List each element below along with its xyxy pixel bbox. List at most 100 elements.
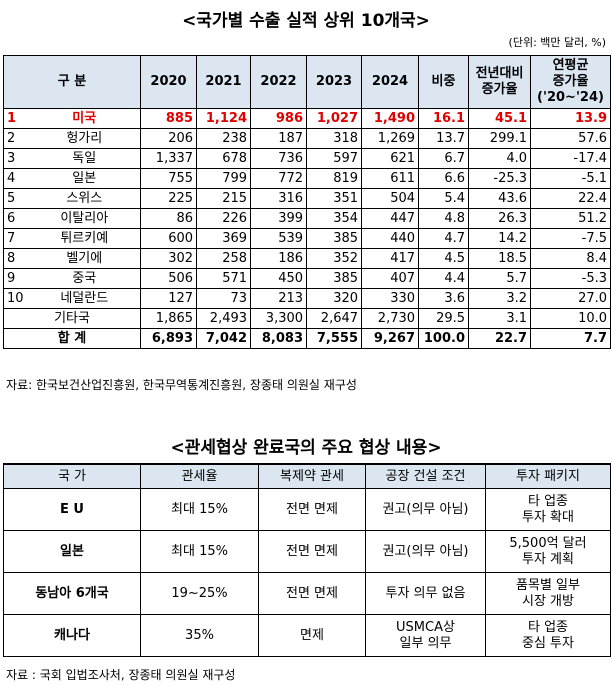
header-row: 국 가 관세율 복제약 관세 공장 건설 조건 투자 패키지 xyxy=(3,463,611,489)
value-cell: 986 xyxy=(250,108,308,129)
cell-line: 연평균 xyxy=(552,58,589,73)
data-row: 7 튀르키예 600 369 539 385 440 4.7 14.2 -7.5 xyxy=(3,228,612,249)
value-cell: 385 xyxy=(306,228,363,249)
header-cell: 2024 xyxy=(361,55,420,109)
cell: 품목별 일부 시장 개방 xyxy=(485,572,611,615)
cell: 타 업종 투자 확대 xyxy=(485,488,611,531)
value-cell: 5.4 xyxy=(418,188,470,209)
value-cell: 7,555 xyxy=(306,328,363,349)
value-cell: 18.5 xyxy=(468,248,532,269)
cell-line: 증가율 xyxy=(552,74,589,89)
country-cell: 기타국 xyxy=(2,308,142,329)
value-cell: 13.7 xyxy=(418,128,470,149)
value-cell: 571 xyxy=(196,268,252,289)
value-cell: 100.0 xyxy=(418,328,470,349)
value-cell: 4.0 xyxy=(468,148,532,169)
data-row: 합 계 6,893 7,042 8,083 7,555 9,267 100.0 22.7 7.7 xyxy=(2,328,612,349)
value-cell: 3,300 xyxy=(250,308,308,329)
value-cell: 186 xyxy=(250,248,308,269)
country-cell: 일본 xyxy=(28,168,142,189)
value-cell: 316 xyxy=(250,188,308,209)
value-cell: 1,124 xyxy=(196,108,252,129)
data-row: 3 독일 1,337 678 736 597 621 6.7 4.0 -17.4 xyxy=(3,148,612,169)
rank-cell: 10 xyxy=(3,288,29,309)
header-cell: 2021 xyxy=(196,55,252,109)
value-cell: 399 xyxy=(250,208,308,229)
rank-cell: 2 xyxy=(3,128,29,149)
value-cell: 504 xyxy=(361,188,420,209)
value-cell: 16.1 xyxy=(418,108,470,129)
cell: 전면 면제 xyxy=(258,572,366,615)
rank-cell: 7 xyxy=(3,228,29,249)
value-cell: 7,042 xyxy=(196,328,252,349)
rank-cell: 9 xyxy=(3,268,29,289)
cell-line: 최대 15% xyxy=(171,501,228,517)
country-cell: 이탈리아 xyxy=(28,208,142,229)
cell: 투자 의무 없음 xyxy=(365,572,486,615)
data-row: 5 스위스 225 215 316 351 504 5.4 43.6 22.4 xyxy=(3,188,612,209)
value-cell: 772 xyxy=(250,168,308,189)
value-cell: 6.7 xyxy=(418,148,470,169)
cell-line: USMCA상 xyxy=(396,619,455,635)
value-cell: 4.5 xyxy=(418,248,470,269)
header-row: 구 분 2020 2021 2022 2023 2024 비중 전년대비 증가율 연평균 증가율 ('… xyxy=(2,55,612,109)
cell-line: 5,500억 달러 xyxy=(509,535,587,551)
header-cell: 공장 건설 조건 xyxy=(365,463,486,489)
value-cell: 26.3 xyxy=(468,208,532,229)
value-cell: 611 xyxy=(361,168,420,189)
data-row: 4 일본 755 799 772 819 611 6.6 -25.3 -5.1 xyxy=(3,168,612,189)
value-cell: 369 xyxy=(196,228,252,249)
country-cell: 헝가리 xyxy=(28,128,142,149)
data-row: 일본 최대 15% 전면 면제 권고(의무 아님) 5,500억 달러 투자 계획 xyxy=(3,530,611,573)
cell-line: 전면 면제 xyxy=(286,543,338,559)
value-cell: -25.3 xyxy=(468,168,532,189)
cell: 19~25% xyxy=(140,572,259,615)
cell: 최대 15% xyxy=(140,530,259,573)
data-row: 캐나다 35% 면제 USMCA상 일부 의무 타 업종 중심 투자 xyxy=(3,614,611,657)
value-cell: 6.6 xyxy=(418,168,470,189)
data-row: 기타국 1,865 2,493 3,300 2,647 2,730 29.5 3.1 10.0 xyxy=(2,308,612,329)
country-cell: 독일 xyxy=(28,148,142,169)
value-cell: 354 xyxy=(306,208,363,229)
cell-line: E U xyxy=(60,501,84,517)
value-cell: 3.2 xyxy=(468,288,532,309)
cell-line: 19~25% xyxy=(171,585,228,601)
value-cell: 440 xyxy=(361,228,420,249)
value-cell: 736 xyxy=(250,148,308,169)
value-cell: 4.8 xyxy=(418,208,470,229)
value-cell: 43.6 xyxy=(468,188,532,209)
cell: 권고(의무 아님) xyxy=(365,488,486,531)
cell-line: 캐나다 xyxy=(54,627,90,643)
cell-line: 35% xyxy=(185,627,214,643)
cell: 전면 면제 xyxy=(258,488,366,531)
value-cell: 8.4 xyxy=(530,248,612,269)
value-cell: 258 xyxy=(196,248,252,269)
value-cell: 5.7 xyxy=(468,268,532,289)
value-cell: 45.1 xyxy=(468,108,532,129)
value-cell: 238 xyxy=(196,128,252,149)
data-row: E U 최대 15% 전면 면제 권고(의무 아님) 타 업종 투자 확대 xyxy=(3,488,611,531)
value-cell: 22.7 xyxy=(468,328,532,349)
cell-line: 일본 xyxy=(60,543,84,559)
value-cell: 4.4 xyxy=(418,268,470,289)
country-cell: 네덜란드 xyxy=(28,288,142,309)
value-cell: 1,269 xyxy=(361,128,420,149)
cell-line: 전면 면제 xyxy=(286,501,338,517)
value-cell: 539 xyxy=(250,228,308,249)
cell-line: 권고(의무 아님) xyxy=(382,501,469,517)
value-cell: 51.2 xyxy=(530,208,612,229)
data-row: 동남아 6개국 19~25% 전면 면제 투자 의무 없음 품목별 일부 시장 개방 xyxy=(3,572,611,615)
value-cell: 1,027 xyxy=(306,108,363,129)
country-cell: 합 계 xyxy=(2,328,142,349)
value-cell: 7.7 xyxy=(530,328,612,349)
cell-line: 동남아 6개국 xyxy=(35,585,109,601)
value-cell: 407 xyxy=(361,268,420,289)
data-row: 2 헝가리 206 238 187 318 1,269 13.7 299.1 57.6 xyxy=(3,128,612,149)
country-cell: 튀르키예 xyxy=(28,228,142,249)
value-cell: 3.6 xyxy=(418,288,470,309)
value-cell: -7.5 xyxy=(530,228,612,249)
cell: E U xyxy=(3,488,141,531)
cell-line: 증가율 xyxy=(481,82,518,97)
country-cell: 벨기에 xyxy=(28,248,142,269)
value-cell: 57.6 xyxy=(530,128,612,149)
